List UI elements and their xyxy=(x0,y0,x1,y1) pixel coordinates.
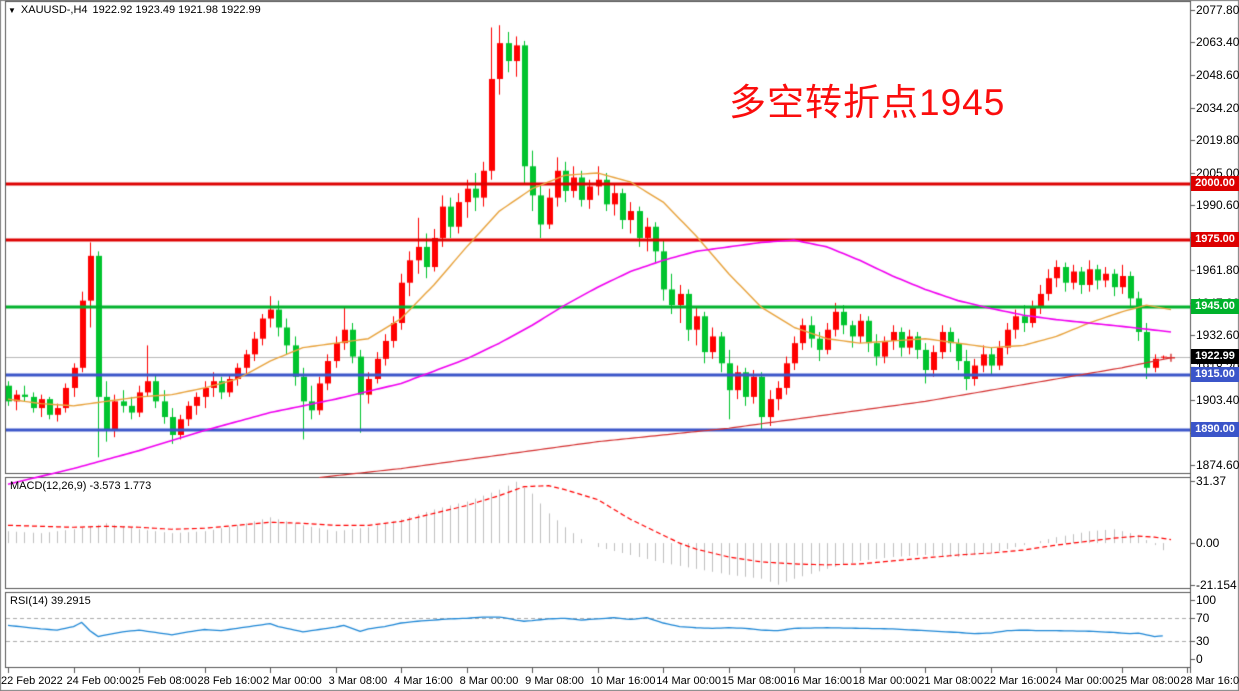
time-label: 4 Mar 16:00 xyxy=(394,675,453,687)
macd-tick-label: -21.154 xyxy=(1196,578,1237,592)
price-badge: 1945.00 xyxy=(1191,299,1239,315)
price-tick-label: 1990.60 xyxy=(1196,198,1239,213)
macd-tick-label: 31.37 xyxy=(1196,474,1227,488)
time-label: 24 Mar 00:00 xyxy=(1049,675,1115,687)
rsi-tick-label: 70 xyxy=(1196,610,1210,625)
time-label: 9 Mar 08:00 xyxy=(525,675,584,687)
time-label: 3 Mar 08:00 xyxy=(328,675,388,687)
rsi-indicator-label: RSI(14) 39.2915 xyxy=(10,595,91,607)
price-tick-label: 1961.80 xyxy=(1196,262,1239,277)
time-label: 25 Feb 08:00 xyxy=(132,675,197,687)
price-tick-label: 1874.60 xyxy=(1196,457,1239,472)
chevron-down-icon: ▼ xyxy=(8,6,16,15)
price-badge: 1975.00 xyxy=(1191,232,1239,248)
time-label: 28 Mar 16:00 xyxy=(1180,675,1239,687)
price-tick-label: 2048.60 xyxy=(1196,68,1239,83)
price-badge: 1915.00 xyxy=(1191,366,1239,382)
price-tick-label: 2077.80 xyxy=(1196,3,1239,17)
macd-tick-label: 0.00 xyxy=(1196,536,1220,551)
price-tick-label: 1932.60 xyxy=(1196,328,1239,343)
symbol-bar[interactable]: ▼ XAUUSD-,H4 1922.92 1923.49 1921.98 192… xyxy=(8,4,261,16)
annotation-text: 多空转折点1945 xyxy=(729,82,1006,123)
price-tick-label: 2019.80 xyxy=(1196,132,1239,147)
time-label: 14 Mar 00:00 xyxy=(656,675,722,687)
price-badge: 1922.99 xyxy=(1191,348,1239,364)
time-label: 21 Mar 08:00 xyxy=(918,675,984,687)
price-badge: 1890.00 xyxy=(1191,422,1239,438)
time-label: 28 Feb 16:00 xyxy=(197,675,263,687)
macd-indicator-label: MACD(12,26,9) -3.573 1.773 xyxy=(10,480,152,492)
rsi-tick-label: 0 xyxy=(1196,652,1203,666)
time-label: 18 Mar 00:00 xyxy=(852,675,918,687)
price-tick-label: 1903.40 xyxy=(1196,393,1239,408)
time-label: 15 Mar 08:00 xyxy=(721,675,787,687)
symbol-ohlc-values: 1922.92 1923.49 1921.98 1922.99 xyxy=(92,4,261,16)
time-label: 8 Mar 00:00 xyxy=(459,675,519,687)
time-label: 16 Mar 16:00 xyxy=(787,675,853,687)
time-label: 25 Mar 08:00 xyxy=(1114,675,1180,687)
price-tick-label: 2034.20 xyxy=(1196,100,1239,115)
price-tick-label: 2063.40 xyxy=(1196,35,1239,50)
time-label: 22 Mar 16:00 xyxy=(983,675,1049,687)
time-label: 10 Mar 16:00 xyxy=(590,675,656,687)
symbol-name: XAUUSD-,H4 xyxy=(20,4,88,16)
rsi-tick-label: 30 xyxy=(1196,634,1210,649)
time-label: 24 Feb 00:00 xyxy=(66,675,132,687)
time-label: 2 Mar 00:00 xyxy=(263,675,322,687)
price-badge: 2000.00 xyxy=(1191,176,1239,192)
rsi-tick-label: 100 xyxy=(1196,593,1217,607)
time-label: 22 Feb 2022 xyxy=(1,675,63,687)
